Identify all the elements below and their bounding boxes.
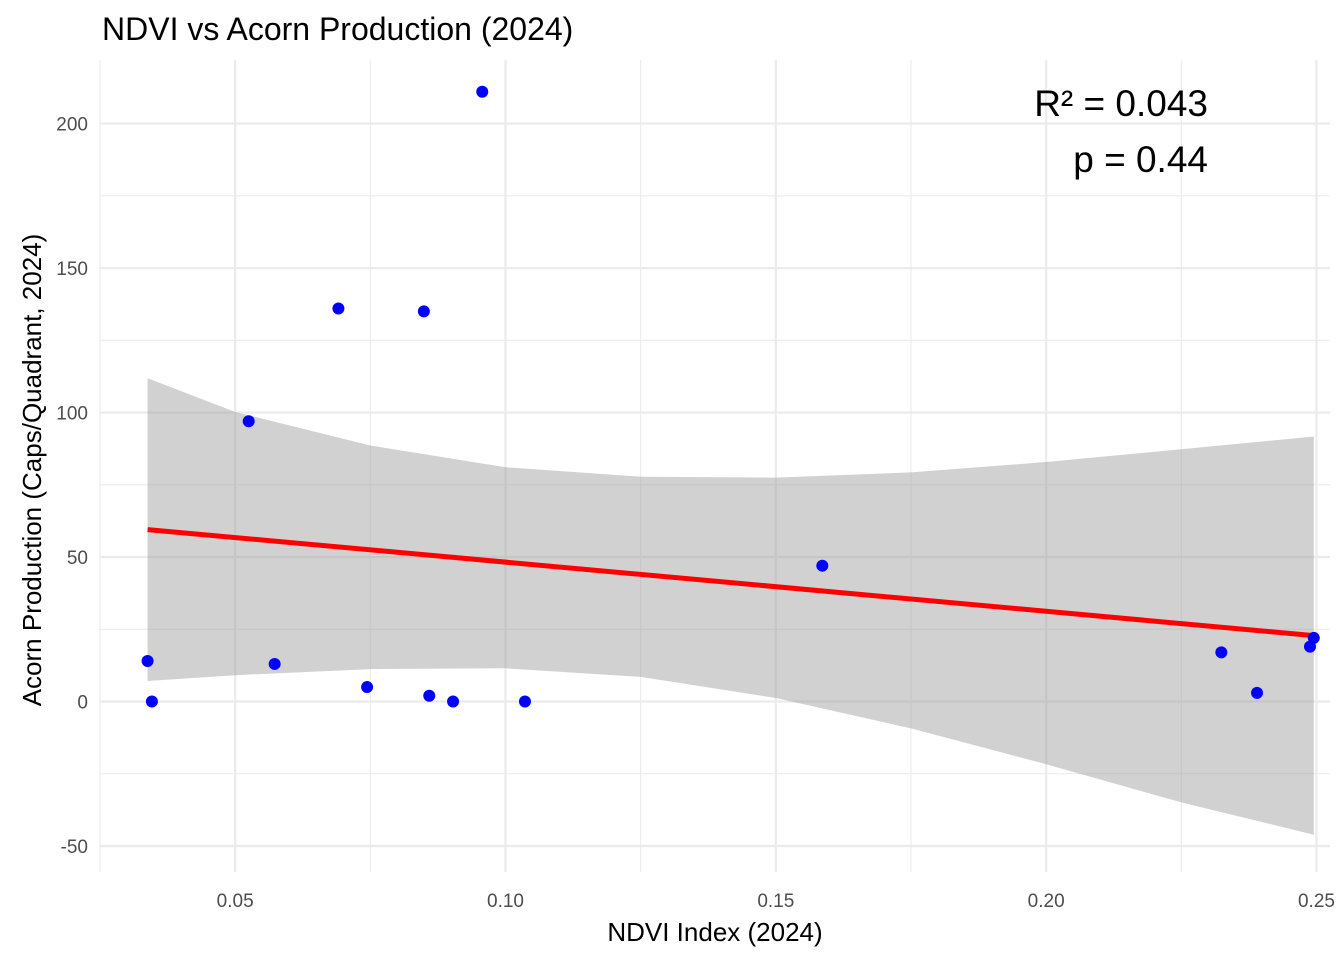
x-tick-labels: 0.05 0.10 0.15 0.20 0.25 — [217, 891, 1335, 912]
p-value-annotation: p = 0.44 — [1073, 139, 1208, 180]
x-tick-label-0: 0.05 — [217, 891, 254, 912]
points-layer — [141, 85, 1320, 708]
data-point-3 — [268, 657, 281, 670]
x-tick-label-2: 0.15 — [757, 891, 794, 912]
confidence-band — [147, 378, 1314, 835]
y-tick-label-4: 150 — [56, 259, 88, 280]
x-tick-label-3: 0.20 — [1028, 891, 1065, 912]
data-point-13 — [1251, 686, 1264, 699]
major-gridlines — [100, 60, 1330, 872]
minor-gridlines — [99, 60, 1330, 872]
chart-title: NDVI vs Acorn Production (2024) — [102, 11, 573, 47]
y-tick-label-2: 50 — [67, 548, 88, 569]
fit-line-layer — [147, 527, 1315, 639]
confidence-band-layer — [147, 378, 1314, 835]
data-point-8 — [447, 695, 460, 708]
data-point-12 — [1215, 646, 1228, 659]
data-point-0 — [141, 655, 154, 668]
y-tick-label-1: 0 — [77, 693, 88, 714]
y-axis-label: Acorn Production (Caps/Quadrant, 2024) — [17, 234, 47, 707]
data-point-15 — [1307, 631, 1320, 644]
data-point-10 — [518, 695, 531, 708]
data-point-2 — [242, 415, 255, 428]
y-tick-labels: -50 0 50 100 150 200 — [56, 115, 88, 858]
x-axis-label: NDVI Index (2024) — [607, 917, 822, 947]
r-squared-annotation: R² = 0.043 — [1034, 83, 1208, 124]
x-tick-label-4: 0.25 — [1298, 891, 1335, 912]
data-point-5 — [361, 681, 374, 694]
x-tick-label-1: 0.10 — [487, 891, 524, 912]
data-point-7 — [423, 689, 436, 702]
data-point-9 — [476, 85, 489, 98]
data-point-1 — [145, 695, 158, 708]
y-tick-label-3: 100 — [56, 404, 88, 425]
data-point-6 — [417, 305, 430, 318]
y-tick-label-0: -50 — [61, 837, 88, 858]
data-point-4 — [332, 302, 345, 315]
data-point-11 — [816, 559, 829, 572]
regression-line — [147, 527, 1315, 639]
y-tick-label-5: 200 — [56, 115, 88, 136]
